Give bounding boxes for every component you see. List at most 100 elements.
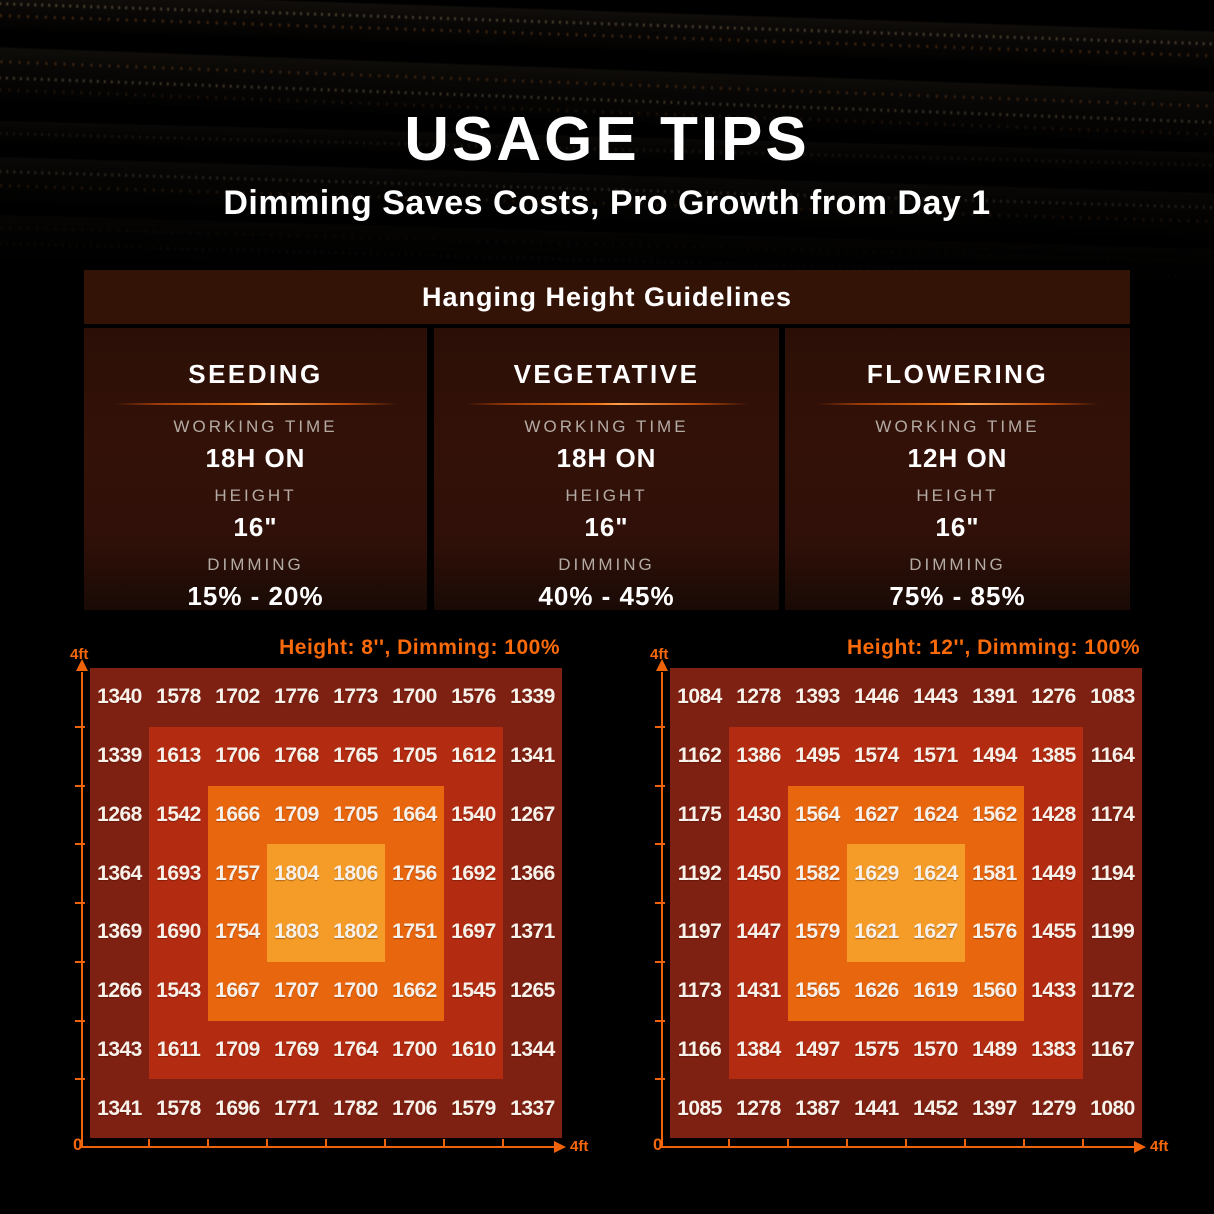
ppfd-value: 1707 bbox=[274, 979, 319, 1003]
ppfd-value: 1371 bbox=[510, 920, 555, 944]
ppfd-value: 1706 bbox=[392, 1096, 437, 1120]
led-lights-photo bbox=[0, 0, 1214, 320]
ppfd-value: 1696 bbox=[215, 1096, 260, 1120]
ppfd-grid: 1084 1278 1393 1446 1443 1391 1276 1083 1162 1386… bbox=[670, 668, 1142, 1138]
axis-origin-label: 0 bbox=[653, 1135, 663, 1154]
ppfd-value: 1276 bbox=[1031, 685, 1076, 709]
ppfd-grid: 1340 1578 1702 1776 1773 1700 1576 1339 1339 1613… bbox=[90, 668, 562, 1138]
ppfd-value: 1693 bbox=[156, 861, 201, 885]
guidelines-header: Hanging Height Guidelines bbox=[84, 270, 1130, 324]
photo-dark-overlay bbox=[0, 0, 1214, 320]
ppfd-value: 1773 bbox=[333, 685, 378, 709]
ppfd-value: 1192 bbox=[677, 861, 722, 885]
ppfd-value: 1776 bbox=[274, 685, 319, 709]
ppfd-value: 1084 bbox=[677, 685, 722, 709]
working-time-value: 18H ON bbox=[556, 443, 657, 473]
ppfd-value: 1578 bbox=[156, 685, 201, 709]
ppfd-value: 1751 bbox=[392, 920, 437, 944]
ppfd-value: 1629 bbox=[854, 861, 899, 885]
ppfd-value: 1666 bbox=[215, 802, 260, 826]
guidelines-column-vegetative: VEGETATIVE WORKING TIME 18H ON HEIGHT 16… bbox=[434, 328, 779, 611]
ppfd-value: 1340 bbox=[97, 685, 142, 709]
heat-zone-4 bbox=[847, 844, 965, 962]
ppfd-value: 1540 bbox=[451, 802, 496, 826]
x-axis-tick bbox=[148, 1139, 150, 1147]
stage-title: SEEDING bbox=[188, 359, 323, 389]
ppfd-value: 1765 bbox=[333, 744, 378, 768]
ppfd-value: 1449 bbox=[1031, 861, 1076, 885]
height-value: 16" bbox=[935, 512, 980, 542]
x-axis-tick bbox=[1023, 1139, 1025, 1147]
ppfd-value: 1085 bbox=[677, 1096, 722, 1120]
ppfd-value: 1366 bbox=[510, 861, 555, 885]
ppfd-value: 1343 bbox=[97, 1037, 142, 1061]
ppfd-value: 1391 bbox=[972, 685, 1017, 709]
ppfd-value: 1489 bbox=[972, 1037, 1017, 1061]
ppfd-value: 1613 bbox=[156, 744, 201, 768]
ppfd-value: 1447 bbox=[736, 920, 781, 944]
ppfd-value: 1806 bbox=[333, 861, 378, 885]
ppfd-value: 1697 bbox=[451, 920, 496, 944]
ppfd-value: 1339 bbox=[97, 744, 142, 768]
ppfd-value: 1667 bbox=[215, 979, 260, 1003]
ppfd-value: 1172 bbox=[1090, 979, 1135, 1003]
ppfd-value: 1199 bbox=[1090, 920, 1135, 944]
stage-underline bbox=[816, 403, 1099, 405]
ppfd-value: 1194 bbox=[1090, 861, 1135, 885]
ppfd-value: 1452 bbox=[913, 1096, 958, 1120]
x-axis-tick bbox=[325, 1139, 327, 1147]
ppfd-value: 1619 bbox=[913, 979, 958, 1003]
ppfd-value: 1162 bbox=[677, 744, 722, 768]
ppfd-value: 1700 bbox=[392, 1037, 437, 1061]
ppfd-value: 1543 bbox=[156, 979, 201, 1003]
ppfd-value: 1576 bbox=[451, 685, 496, 709]
working-time-value: 18H ON bbox=[205, 443, 306, 473]
x-axis-tick bbox=[207, 1139, 209, 1147]
ppfd-value: 1441 bbox=[854, 1096, 899, 1120]
ppfd-value: 1443 bbox=[913, 685, 958, 709]
y-axis-tick bbox=[655, 960, 665, 963]
x-axis-tick bbox=[1082, 1139, 1084, 1147]
x-axis-max-label: 4ft bbox=[570, 1138, 589, 1155]
ppfd-value: 1433 bbox=[1031, 979, 1076, 1003]
ppfd-value: 1562 bbox=[972, 802, 1017, 826]
ppfd-value: 1621 bbox=[854, 920, 899, 944]
ppfd-value: 1386 bbox=[736, 744, 781, 768]
height-label: HEIGHT bbox=[214, 486, 297, 505]
ppfd-value: 1083 bbox=[1090, 685, 1135, 709]
y-axis-tick bbox=[75, 1019, 85, 1022]
y-axis-arrow-icon bbox=[76, 659, 88, 671]
ppfd-value: 1802 bbox=[333, 920, 378, 944]
ppfd-value: 1709 bbox=[215, 1037, 260, 1061]
ppfd-value: 1771 bbox=[274, 1096, 319, 1120]
y-axis-tick bbox=[75, 725, 85, 728]
x-axis-arrow-icon bbox=[554, 1141, 566, 1153]
axis-origin-label: 0 bbox=[73, 1135, 83, 1154]
ppfd-value: 1545 bbox=[451, 979, 496, 1003]
ppfd-value: 1702 bbox=[215, 685, 260, 709]
guidelines-column-flowering: FLOWERING WORKING TIME 12H ON HEIGHT 16"… bbox=[785, 328, 1130, 611]
y-axis-max-label: 4ft bbox=[650, 646, 669, 663]
y-axis-tick bbox=[75, 784, 85, 787]
x-axis-tick bbox=[787, 1139, 789, 1147]
ppfd-value: 1610 bbox=[451, 1037, 496, 1061]
ppfd-value: 1560 bbox=[972, 979, 1017, 1003]
ppfd-value: 1579 bbox=[451, 1096, 496, 1120]
ppfd-value: 1804 bbox=[274, 861, 319, 885]
ppfd-value: 1278 bbox=[736, 1096, 781, 1120]
y-axis-tick bbox=[655, 725, 665, 728]
ppfd-value: 1578 bbox=[156, 1096, 201, 1120]
ppfd-value: 1565 bbox=[795, 979, 840, 1003]
y-axis-tick bbox=[655, 1019, 665, 1022]
ppfd-value: 1369 bbox=[97, 920, 142, 944]
working-time-label: WORKING TIME bbox=[173, 417, 338, 436]
y-axis-tick bbox=[75, 902, 85, 904]
y-axis-line bbox=[81, 672, 83, 1146]
x-axis-line bbox=[661, 1146, 1134, 1148]
ppfd-value: 1387 bbox=[795, 1096, 840, 1120]
ppfd-value: 1768 bbox=[274, 744, 319, 768]
ppfd-value: 1337 bbox=[510, 1096, 555, 1120]
ppfd-value: 1764 bbox=[333, 1037, 378, 1061]
ppfd-value: 1364 bbox=[97, 861, 142, 885]
